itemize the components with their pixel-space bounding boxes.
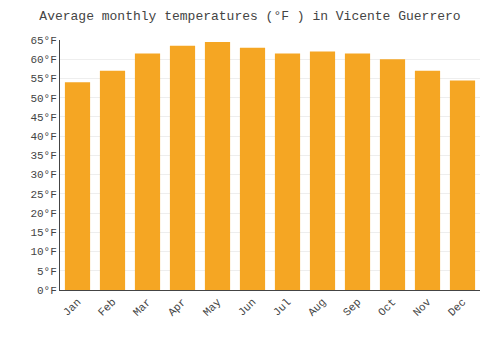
- svg-text:May: May: [201, 296, 224, 319]
- svg-text:35°F: 35°F: [30, 150, 56, 162]
- svg-text:Nov: Nov: [411, 296, 434, 319]
- svg-text:Feb: Feb: [96, 296, 118, 318]
- svg-text:55°F: 55°F: [30, 73, 56, 85]
- svg-text:65°F: 65°F: [30, 35, 56, 47]
- svg-text:Average monthly temperatures (: Average monthly temperatures (°F ) in Vi…: [39, 9, 460, 24]
- svg-text:5°F: 5°F: [37, 266, 57, 278]
- svg-text:25°F: 25°F: [30, 189, 56, 201]
- svg-text:60°F: 60°F: [30, 54, 56, 66]
- svg-text:Oct: Oct: [376, 296, 398, 318]
- svg-text:Dec: Dec: [446, 296, 468, 318]
- svg-text:20°F: 20°F: [30, 208, 56, 220]
- svg-text:45°F: 45°F: [30, 112, 56, 124]
- svg-text:Jun: Jun: [236, 296, 258, 318]
- svg-text:40°F: 40°F: [30, 131, 56, 143]
- svg-text:Apr: Apr: [166, 296, 188, 318]
- svg-text:Jul: Jul: [271, 296, 293, 318]
- svg-text:Jan: Jan: [61, 296, 83, 318]
- svg-text:10°F: 10°F: [30, 246, 56, 258]
- svg-text:Aug: Aug: [306, 296, 328, 318]
- svg-text:0°F: 0°F: [37, 285, 57, 297]
- svg-text:50°F: 50°F: [30, 93, 56, 105]
- svg-text:30°F: 30°F: [30, 169, 56, 181]
- svg-text:Sep: Sep: [341, 296, 363, 318]
- svg-text:15°F: 15°F: [30, 227, 56, 239]
- svg-text:Mar: Mar: [131, 296, 153, 318]
